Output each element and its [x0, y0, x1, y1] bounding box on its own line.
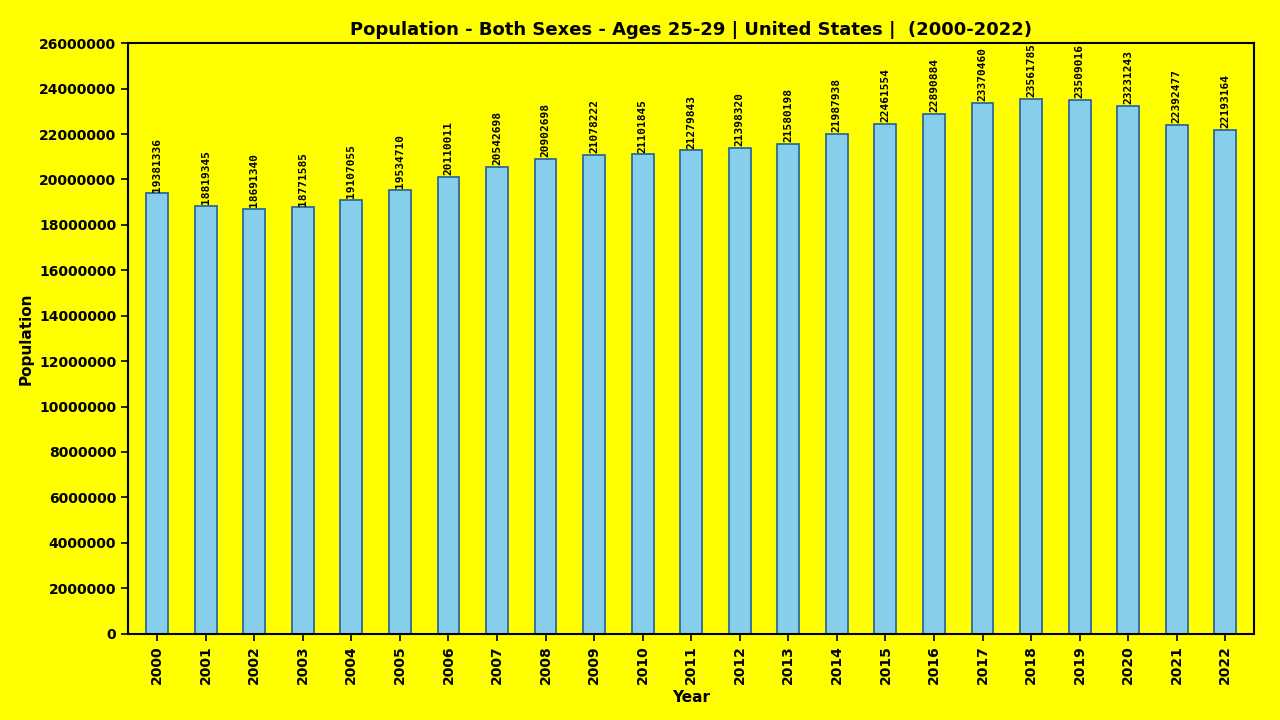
Bar: [1117, 106, 1139, 634]
Bar: [874, 124, 896, 634]
Bar: [680, 150, 703, 634]
Text: 19381336: 19381336: [152, 138, 163, 192]
Text: 20902698: 20902698: [540, 103, 550, 157]
Bar: [1020, 99, 1042, 634]
Text: 19534710: 19534710: [396, 134, 404, 188]
Text: 18691340: 18691340: [250, 153, 260, 207]
Text: 22392477: 22392477: [1171, 69, 1181, 123]
Text: 23509016: 23509016: [1075, 44, 1084, 98]
Text: 21398320: 21398320: [735, 92, 745, 146]
Bar: [632, 154, 654, 634]
Text: 21987938: 21987938: [832, 78, 842, 132]
Text: 22890884: 22890884: [929, 58, 940, 112]
Text: 20110011: 20110011: [443, 121, 453, 175]
Text: 22193164: 22193164: [1220, 74, 1230, 128]
Text: 19107055: 19107055: [347, 144, 356, 198]
Bar: [584, 155, 605, 634]
Bar: [972, 103, 993, 634]
Bar: [243, 210, 265, 634]
Bar: [340, 199, 362, 634]
Bar: [826, 135, 847, 634]
Bar: [486, 167, 508, 634]
Text: 20542698: 20542698: [492, 112, 502, 166]
Title: Population - Both Sexes - Ages 25-29 | United States |  (2000-2022): Population - Both Sexes - Ages 25-29 | U…: [351, 21, 1032, 39]
Text: 23231243: 23231243: [1123, 50, 1133, 104]
Bar: [389, 190, 411, 634]
Text: 21580198: 21580198: [783, 88, 794, 142]
Bar: [777, 143, 799, 634]
Y-axis label: Population: Population: [18, 292, 33, 384]
Text: 22461554: 22461554: [881, 68, 891, 122]
Bar: [728, 148, 750, 634]
Bar: [438, 177, 460, 634]
Text: 21101845: 21101845: [637, 99, 648, 153]
Text: 23561785: 23561785: [1027, 42, 1036, 96]
Bar: [146, 194, 168, 634]
Bar: [1166, 125, 1188, 634]
Bar: [1215, 130, 1236, 634]
Bar: [195, 206, 216, 634]
Bar: [1069, 100, 1091, 634]
Text: 18771585: 18771585: [298, 151, 307, 205]
Text: 21279843: 21279843: [686, 94, 696, 148]
Text: 23370460: 23370460: [978, 47, 987, 101]
Bar: [292, 207, 314, 634]
Text: 18819345: 18819345: [201, 150, 211, 204]
Bar: [923, 114, 945, 634]
Text: 21078222: 21078222: [589, 99, 599, 153]
X-axis label: Year: Year: [672, 690, 710, 705]
Bar: [535, 159, 557, 634]
